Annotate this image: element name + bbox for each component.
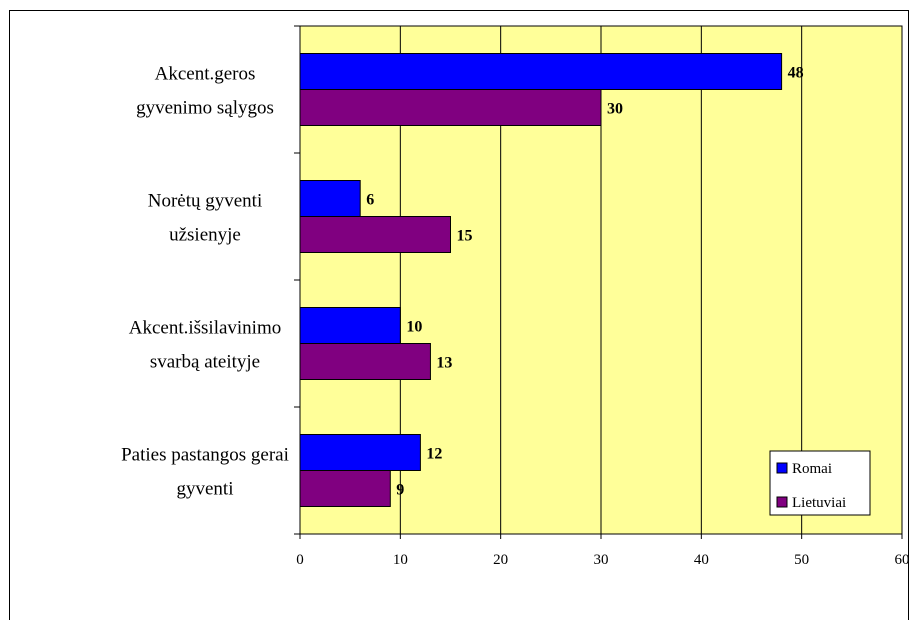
data-label: 13 [436,355,452,372]
category-label: svarbą ateityje [150,352,260,373]
legend-label: Romai [792,461,832,477]
data-label: 10 [406,319,422,336]
data-label: 48 [788,65,804,82]
category-label: Norėtų gyventi [148,191,263,212]
x-tick-label: 30 [594,552,609,568]
bar-lietuviai [299,343,431,380]
bar-lietuviai [299,470,391,507]
category-label: užsienyje [169,225,241,246]
category-labels: Akcent.geros gyvenimo sąlygos Norėtų gyven… [121,64,289,500]
legend-swatch [776,462,788,474]
x-tick-label: 10 [393,552,408,568]
x-tick-label: 60 [895,552,910,568]
legend-swatch [776,496,788,508]
data-label: 6 [366,192,374,209]
x-tick-label: 50 [794,552,809,568]
data-label: 30 [607,101,623,118]
x-tick-label: 0 [296,552,304,568]
bars: 48 30 6 15 10 13 12 9 [299,53,804,507]
legend: Romai Lietuviai [769,450,871,516]
data-label: 12 [426,446,442,463]
category-label: Akcent.geros [155,64,256,85]
x-tick-label: 40 [694,552,709,568]
category-label: Paties pastangos gerai [121,445,289,466]
data-label: 9 [396,482,404,499]
bar-romai [299,307,401,344]
data-label: 15 [457,228,473,245]
category-label: Akcent.išsilavinimo [129,318,282,339]
bar-romai [299,180,361,217]
bar-lietuviai [299,89,602,126]
category-label: gyventi [177,479,234,500]
chart-frame [9,10,909,620]
x-tick-label: 20 [493,552,508,568]
tick-labels: 0 10 20 30 40 50 60 [296,534,910,568]
bar-romai [299,434,421,471]
legend-label: Lietuviai [792,495,846,511]
category-label: gyvenimo sąlygos [136,98,274,119]
bar-lietuviai [299,216,451,253]
bar-romai [299,53,783,90]
